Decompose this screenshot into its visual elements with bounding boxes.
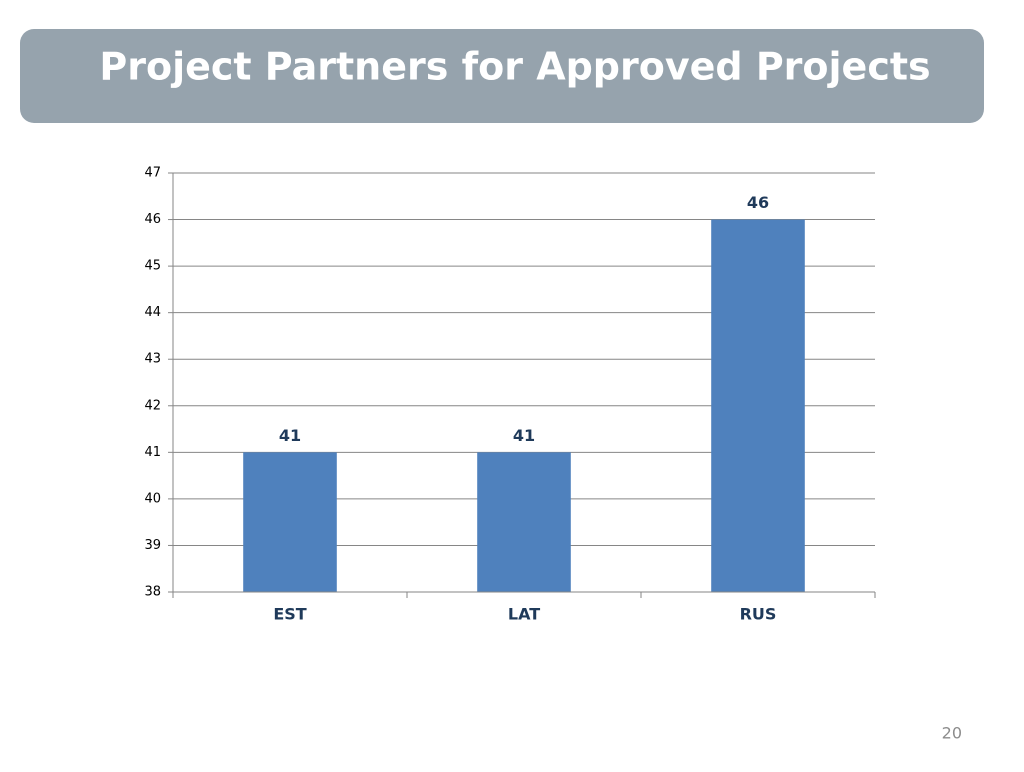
y-tick-label: 41: [144, 445, 161, 460]
y-tick-label: 43: [144, 352, 161, 367]
bar: [711, 219, 805, 593]
data-label: 46: [747, 193, 769, 212]
bar: [477, 452, 571, 592]
y-tick-label: 47: [144, 166, 161, 181]
bar: [243, 452, 337, 592]
y-tick-label: 42: [144, 398, 161, 413]
x-tick-label: LAT: [508, 605, 540, 624]
x-tick-label: EST: [273, 605, 306, 624]
x-tick-label: RUS: [740, 605, 777, 624]
data-label: 41: [279, 426, 301, 445]
title-banner: [20, 29, 984, 123]
y-tick-label: 45: [144, 259, 161, 274]
y-tick-label: 44: [144, 305, 161, 320]
y-tick-label: 39: [144, 538, 161, 553]
y-tick-label: 38: [144, 585, 161, 600]
slide-title: Project Partners for Approved Projects: [99, 45, 930, 89]
page-number: 20: [942, 724, 962, 743]
y-tick-label: 40: [144, 491, 161, 506]
y-tick-label: 46: [144, 212, 161, 227]
data-label: 41: [513, 426, 535, 445]
